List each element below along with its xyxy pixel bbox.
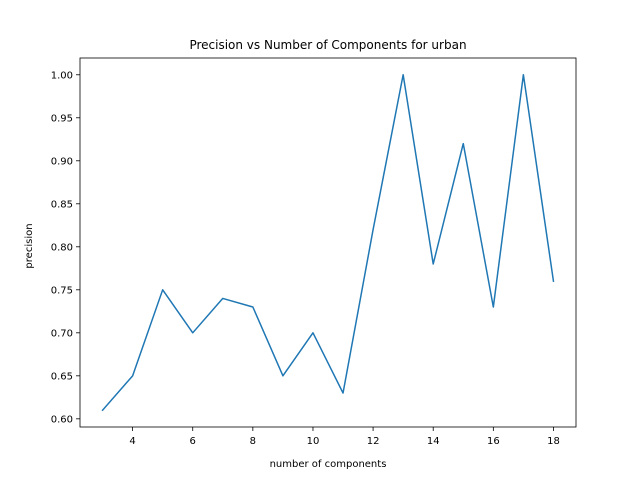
series-line-0	[101, 74, 555, 412]
y-tick-label: 0.95	[51, 113, 73, 124]
x-tick-label: 16	[487, 436, 500, 447]
x-tick-label: 12	[367, 436, 380, 447]
plot-area: 4 6 8 10 12 14 16 18 0.60 0.65 0.70 0.75 0.80 0.85 0.9…	[51, 57, 577, 447]
y-tick-label: 0.75	[51, 285, 73, 296]
x-tick-label: 4	[129, 436, 135, 447]
y-axis-label: precision	[24, 223, 35, 268]
y-tick-label: 0.65	[51, 371, 73, 382]
chart-title: Precision vs Number of Components for ur…	[189, 38, 466, 52]
x-tick-label: 8	[250, 436, 256, 447]
y-tick-label: 1.00	[51, 70, 73, 81]
axes-frame	[79, 57, 577, 428]
x-tick-label: 6	[190, 436, 196, 447]
y-tick-label: 0.90	[51, 156, 73, 167]
y-tick-label: 0.70	[51, 328, 73, 339]
x-tick-label: 10	[307, 436, 320, 447]
y-tick-label: 0.85	[51, 199, 73, 210]
y-tick-label: 0.60	[51, 414, 73, 425]
x-tick-label: 14	[427, 436, 440, 447]
y-tick-label: 0.80	[51, 242, 73, 253]
x-axis-label: number of components	[270, 459, 387, 470]
x-tick-label: 18	[547, 436, 560, 447]
